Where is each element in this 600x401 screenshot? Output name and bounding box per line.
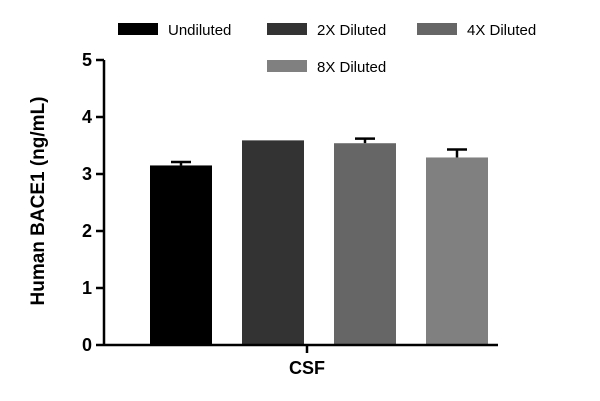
legend-swatch-0 (118, 23, 158, 35)
y-tick-label-2: 2 (82, 221, 92, 241)
y-tick-label-3: 3 (82, 164, 92, 184)
x-category-label: CSF (289, 358, 325, 378)
legend-swatch-2 (417, 23, 457, 35)
y-tick-label-5: 5 (82, 50, 92, 70)
y-tick-label-0: 0 (82, 335, 92, 355)
legend-label-1: 2X Diluted (317, 22, 386, 39)
y-axis-title: Human BACE1 (ng/mL) (28, 97, 49, 306)
bars-group (150, 137, 488, 345)
legend-label-0: Undiluted (168, 22, 231, 39)
bar-undiluted (150, 165, 212, 345)
bar-2x-diluted (242, 140, 304, 345)
legend-label-2: 4X Diluted (467, 22, 536, 39)
legend: Undiluted 2X Diluted 4X Diluted 8X Diluted (118, 22, 536, 76)
y-tick-label-4: 4 (82, 107, 92, 127)
legend-label-3: 8X Diluted (317, 59, 386, 76)
legend-swatch-1 (267, 23, 307, 35)
x-axis: CSF (104, 343, 498, 378)
y-axis: 0 1 2 3 4 5 (82, 50, 106, 355)
bar-8x-diluted (426, 157, 488, 345)
y-tick-label-1: 1 (82, 278, 92, 298)
bar-4x-diluted (334, 143, 396, 345)
legend-swatch-3 (267, 60, 307, 72)
